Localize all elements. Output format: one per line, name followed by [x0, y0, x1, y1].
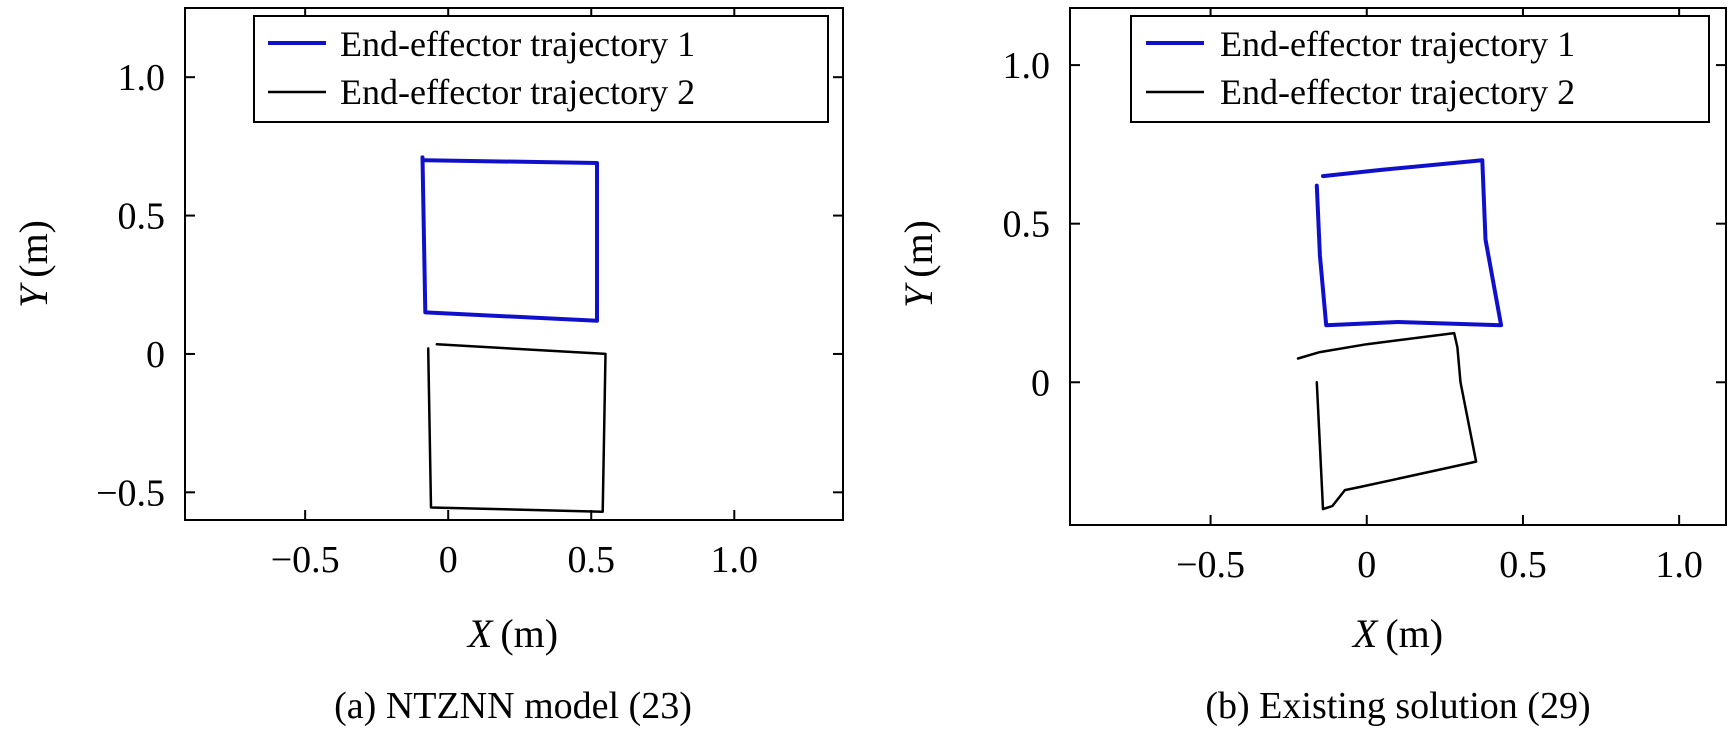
legend-box: [1130, 15, 1710, 123]
series-line-trajectory-1: [1314, 158, 1504, 328]
panel-caption: (a) NTZNN model (23): [334, 685, 692, 727]
panel-a: End-effector trajectory 1 End-effector t…: [11, 7, 844, 727]
y-tick-label: −0.5: [96, 472, 165, 514]
x-axis-title: X (m): [1351, 611, 1443, 656]
legend-label-trajectory-2: End-effector trajectory 2: [340, 72, 695, 112]
x-axis-unit: (m): [500, 611, 558, 656]
y-axis-title: Y (m): [896, 220, 941, 308]
legend-label-trajectory-2: End-effector trajectory 2: [1220, 72, 1575, 112]
series-group: [420, 155, 607, 513]
x-tick-label: 0.5: [1499, 544, 1547, 586]
x-tick-label: −0.5: [271, 539, 340, 581]
legend-label-trajectory-1: End-effector trajectory 1: [1220, 24, 1575, 64]
tick-labels: −0.5 0 0.5 1.0 −0.5 0 0.5 1.0: [96, 57, 758, 581]
y-tick-label: 0.5: [118, 196, 166, 238]
x-axis-unit: (m): [1385, 611, 1443, 656]
x-tick-label: 1.0: [711, 539, 759, 581]
series-line-trajectory-2: [426, 343, 607, 513]
plot-frame: [184, 7, 844, 521]
y-tick-label: 0: [146, 334, 165, 376]
tick-labels: −0.5 0 0.5 1.0 0 0.5 1.0: [1003, 45, 1703, 586]
series-group: [1296, 158, 1504, 511]
y-axis-unit: (m): [896, 220, 941, 278]
x-tick-label: 0.5: [567, 539, 615, 581]
y-axis-variable: Y: [11, 282, 56, 308]
legend: End-effector trajectory 1 End-effector t…: [253, 15, 829, 123]
x-axis-variable: X: [1351, 611, 1379, 656]
x-tick-label: 1.0: [1655, 544, 1703, 586]
panel-b: End-effector trajectory 1 End-effector t…: [896, 7, 1727, 727]
x-tick-label: −0.5: [1176, 544, 1245, 586]
x-axis-title: X (m): [466, 611, 558, 656]
y-tick-label: 0: [1031, 362, 1050, 404]
legend-label-trajectory-1: End-effector trajectory 1: [340, 24, 695, 64]
legend: End-effector trajectory 1 End-effector t…: [1130, 15, 1710, 123]
series-line-trajectory-1: [420, 155, 599, 323]
panel-caption: (b) Existing solution (29): [1205, 685, 1590, 727]
series-line-trajectory-2: [1296, 331, 1478, 511]
y-tick-label: 1.0: [118, 57, 166, 99]
x-axis-variable: X: [466, 611, 494, 656]
legend-box: [253, 15, 829, 123]
y-axis-title: Y (m): [11, 220, 56, 308]
y-tick-label: 1.0: [1003, 45, 1051, 87]
y-axis-variable: Y: [896, 282, 941, 308]
y-axis-unit: (m): [11, 220, 56, 278]
x-tick-label: 0: [1357, 544, 1376, 586]
plot-frame: [1069, 7, 1727, 526]
y-tick-label: 0.5: [1003, 204, 1051, 246]
x-tick-label: 0: [439, 539, 458, 581]
